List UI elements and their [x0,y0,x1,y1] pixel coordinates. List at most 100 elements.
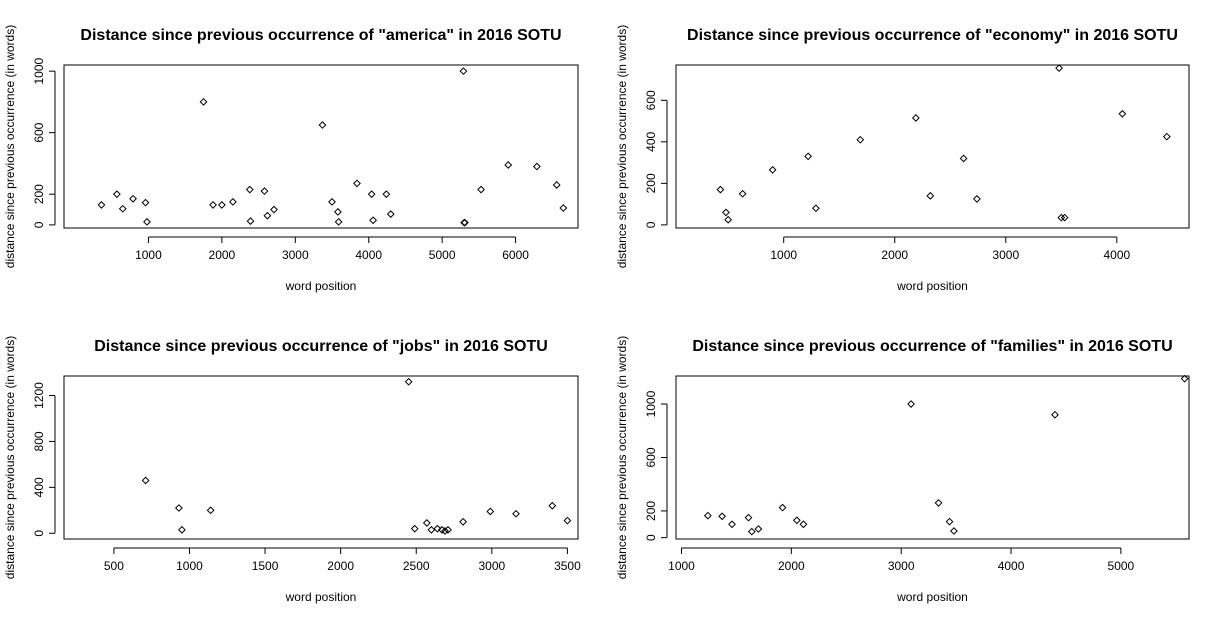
x-tick-label: 2000 [778,559,805,573]
data-point [129,194,137,203]
data-point [382,190,391,199]
y-tick-label: 0 [32,530,46,537]
data-point [716,185,725,194]
data-point [209,201,217,209]
data-point [486,507,495,516]
chart-panel-2: Distance since previous occurrence of "e… [615,25,1190,293]
data-point [459,67,468,76]
data-point [907,400,915,408]
x-tick-label: 2500 [403,559,430,573]
x-axis-label: word position [896,279,968,293]
plot-frame [63,375,579,540]
data-point [174,504,183,512]
data-point [1060,213,1069,222]
x-tick-label: 2000 [209,248,236,262]
data-point [178,525,186,534]
data-point [754,525,763,533]
y-tick-label: 200 [32,184,46,204]
data-point [97,201,106,209]
data-point [318,121,327,129]
data-point [703,511,712,520]
y-tick-label: 0 [644,221,658,228]
data-point [950,527,958,535]
chart-title: Distance since previous occurrence of "e… [687,27,1178,44]
data-point [792,516,801,525]
x-axis-label: word position [285,279,357,293]
data-point [799,520,808,529]
data-point [260,187,269,196]
data-point [228,197,237,206]
data-point [422,519,431,527]
y-tick-label: 0 [32,221,46,228]
chart-panel-1: Distance since previous occurrence of "a… [3,25,579,293]
x-tick-label: 3000 [888,559,915,573]
data-point [926,191,935,200]
data-point [812,204,820,213]
x-tick-label: 1000 [770,248,797,262]
x-tick-label: 3000 [992,248,1019,262]
y-tick-label: 600 [644,447,658,467]
data-point [367,190,376,199]
data-point [328,197,336,206]
data-point [724,215,733,224]
x-tick-label: 1000 [176,559,203,573]
data-point [1180,374,1189,383]
data-point [141,198,150,207]
y-axis-label: distance since previous occurrence (in w… [615,25,629,268]
data-point [427,525,436,534]
data-point [563,516,572,525]
data-point [1118,109,1127,118]
y-axis-label: distance since previous occurrence (in w… [3,336,17,579]
x-tick-label: 2000 [881,248,908,262]
data-point [945,517,954,526]
data-point [353,179,361,188]
data-point [552,181,561,189]
x-tick-label: 4000 [1103,248,1130,262]
x-axis-label: word position [285,590,357,604]
x-tick-label: 5000 [1108,559,1135,573]
data-point [141,476,150,485]
data-point [911,114,920,122]
x-tick-label: 500 [104,559,124,573]
y-axis-label: distance since previous occurrence (in w… [3,25,17,268]
data-point [334,217,343,226]
data-point [199,97,208,106]
data-point [460,218,469,227]
data-point [512,509,520,518]
y-axis-label: distance since previous occurrence (in w… [615,336,629,579]
x-tick-label: 2000 [327,559,354,573]
data-point [728,520,736,529]
data-point [768,165,777,174]
y-tick-label: 0 [644,534,658,541]
data-point [444,525,452,534]
x-tick-label: 5000 [429,248,456,262]
x-tick-label: 4000 [355,248,382,262]
data-point [778,503,787,512]
data-point [263,211,272,220]
chart-title: Distance since previous occurrence of "a… [80,27,561,44]
data-point [206,506,215,515]
data-point [856,135,865,144]
x-axis-label: word position [896,590,968,604]
data-point [747,527,756,536]
data-point [532,162,541,171]
plot-frame [675,64,1190,229]
y-tick-label: 600 [32,122,46,142]
data-point [718,512,727,521]
chart-title: Distance since previous occurrence of "f… [692,338,1172,355]
x-tick-label: 3000 [282,248,309,262]
data-point [973,195,981,203]
data-point [112,190,121,199]
data-point [459,517,468,526]
y-tick-label: 400 [644,131,658,151]
data-point [333,207,342,216]
data-point [410,524,419,533]
data-point [369,216,378,225]
x-tick-label: 1500 [252,559,279,573]
data-point [270,205,278,214]
chart-panel-3: Distance since previous occurrence of "j… [3,336,581,604]
data-point [461,218,469,227]
y-tick-label: 400 [32,477,46,497]
chart-title: Distance since previous occurrence of "j… [94,338,548,355]
